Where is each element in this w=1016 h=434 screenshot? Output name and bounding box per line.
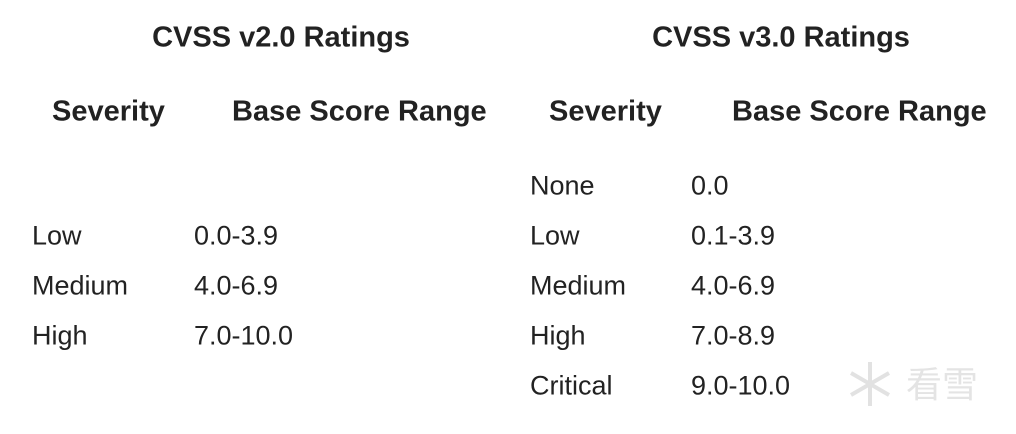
table-title: CVSS v2.0 Ratings	[152, 21, 410, 54]
watermark-icon	[849, 362, 891, 406]
column-header: Severity	[52, 95, 165, 128]
table-cell: Low	[530, 220, 580, 251]
table-cell: 9.0-10.0	[691, 370, 791, 401]
column-header: Base Score Range	[732, 95, 987, 128]
table-cell: 7.0-10.0	[194, 320, 294, 351]
column-header: Severity	[549, 95, 662, 128]
table-cell: None	[530, 170, 595, 201]
table-cell: 0.0	[691, 170, 729, 201]
table-cell: High	[530, 320, 586, 351]
table-cell: Critical	[530, 370, 613, 401]
table-cell: 4.0-6.9	[194, 270, 279, 301]
table-cell: Medium	[32, 270, 129, 301]
table-title: CVSS v3.0 Ratings	[652, 21, 910, 54]
table-cell: Low	[32, 220, 82, 251]
column-header: Base Score Range	[232, 95, 487, 128]
table-cell: 7.0-8.9	[691, 320, 776, 351]
table-cell: 0.1-3.9	[691, 220, 776, 251]
watermark: 看雪	[906, 365, 979, 406]
table-cell: 0.0-3.9	[194, 220, 279, 251]
table-cell: High	[32, 320, 88, 351]
table-cell: 4.0-6.9	[691, 270, 776, 301]
table-cell: Medium	[530, 270, 627, 301]
